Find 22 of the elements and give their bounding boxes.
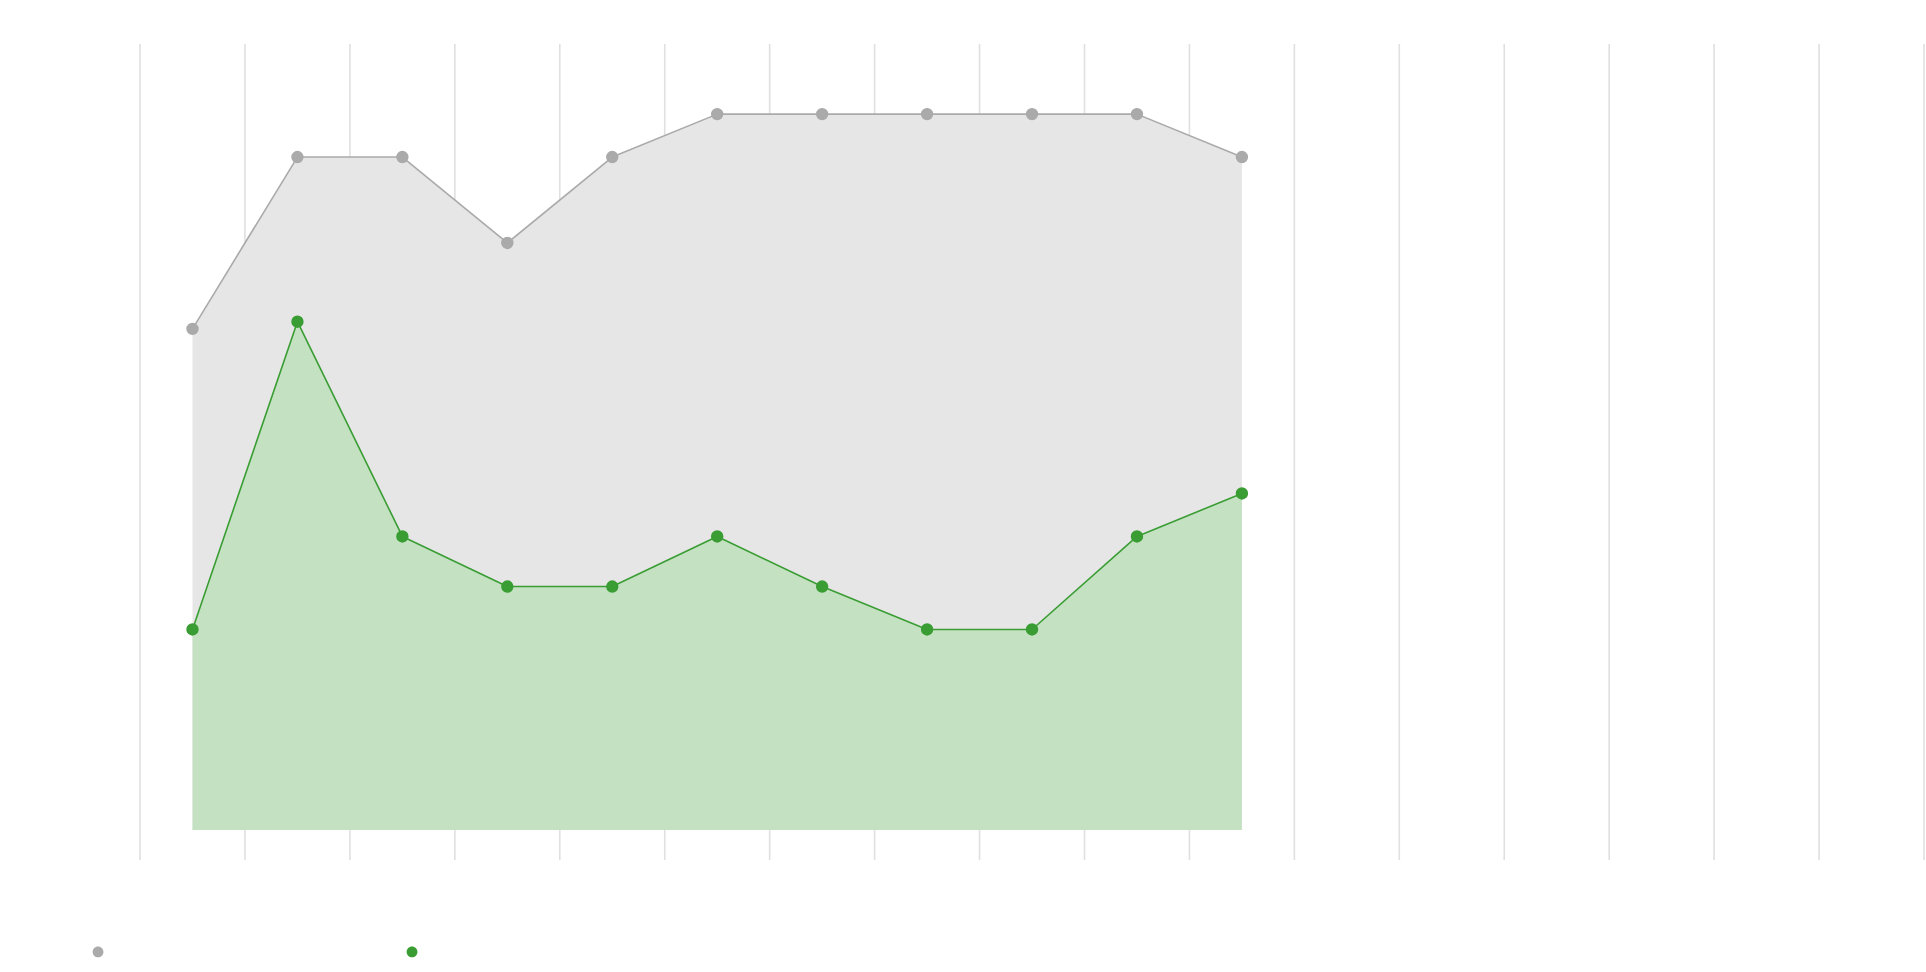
point: [920, 107, 934, 121]
point: [1130, 107, 1144, 121]
point: [1235, 487, 1249, 500]
point: [1235, 150, 1249, 164]
point: [1130, 530, 1144, 543]
point: [186, 623, 199, 636]
point: [606, 580, 619, 593]
point: [606, 150, 619, 164]
point: [501, 236, 514, 250]
point: [815, 580, 829, 593]
point: [291, 150, 304, 164]
point: [1025, 107, 1039, 121]
point: [186, 322, 199, 336]
point: [501, 580, 514, 593]
point: [920, 623, 934, 636]
point: [291, 315, 304, 328]
point: [396, 150, 409, 164]
point: [1025, 623, 1039, 636]
point: [815, 107, 829, 121]
point: [710, 530, 724, 543]
point: [396, 530, 409, 543]
point: [710, 107, 724, 121]
